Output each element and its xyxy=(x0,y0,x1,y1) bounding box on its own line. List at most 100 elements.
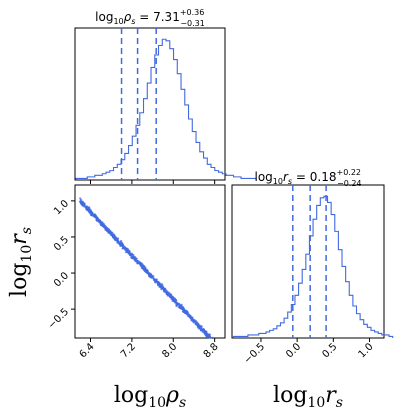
histogram-step-line xyxy=(75,38,257,180)
scatter-ticks: 6.4 7.2 8.0 8.8 −0.5 0.0 0.5 1.0 xyxy=(46,198,221,360)
histogram-log10-rho-s-panel: log10ρs = 7.31+0.36 −0.31 xyxy=(74,8,257,184)
x-tick-label: 1.0 xyxy=(357,341,376,360)
y-tick-label: 0.0 xyxy=(52,270,71,289)
scatter-point xyxy=(79,199,82,203)
scatter-point xyxy=(145,269,149,272)
scatter-point xyxy=(146,271,149,274)
x-tick-label: 8.8 xyxy=(202,341,221,360)
scatter-point xyxy=(140,263,143,267)
scatter-point xyxy=(143,269,146,272)
histogram-ticks: −0.5 0.0 0.5 1.0 xyxy=(242,338,376,366)
panel-frame xyxy=(74,184,226,339)
scatter-point xyxy=(124,251,128,254)
scatter-point xyxy=(185,312,189,316)
x-tick-label: 8.0 xyxy=(160,341,179,360)
scatter-point xyxy=(149,274,152,278)
scatter-point xyxy=(203,331,207,334)
scatter-point xyxy=(125,248,128,251)
y-tick-label: −0.5 xyxy=(46,306,71,331)
scatter-point xyxy=(123,246,126,250)
panel-title-rs: log10rs = 0.18+0.22 −0.24 xyxy=(254,168,361,188)
scatter-point xyxy=(166,292,170,295)
scatter-point xyxy=(103,225,106,228)
scatter-point xyxy=(196,325,199,328)
scatter-point xyxy=(155,280,159,283)
scatter-point xyxy=(161,285,164,288)
scatter-point xyxy=(81,200,84,203)
scatter-point xyxy=(192,318,195,321)
scatter-point xyxy=(89,209,92,212)
x-axis-label-rs: log10rs xyxy=(273,383,343,411)
scatter-point xyxy=(91,211,94,215)
histogram-marks xyxy=(75,28,257,184)
scatter-point xyxy=(158,281,161,284)
scatter-point xyxy=(83,203,86,207)
scatter-point xyxy=(110,233,113,236)
scatter-point xyxy=(189,316,192,319)
scatter-point xyxy=(203,329,206,332)
scatter-point xyxy=(200,328,203,332)
scatter-point xyxy=(116,240,119,243)
scatter-point xyxy=(105,228,109,231)
scatter-point xyxy=(208,333,212,336)
scatter-point xyxy=(126,250,130,253)
x-tick-label: 6.4 xyxy=(78,341,97,360)
scatter-point xyxy=(135,259,139,263)
scatter-point xyxy=(195,323,198,326)
scatter-point xyxy=(85,205,88,208)
scatter-point xyxy=(186,314,190,318)
scatter-point xyxy=(87,207,90,211)
x-tick-label: 7.2 xyxy=(119,341,138,360)
scatter-point xyxy=(211,336,214,339)
scatter-point xyxy=(201,328,205,331)
scatter-point xyxy=(112,235,115,238)
scatter-marks xyxy=(79,197,214,339)
scatter-point xyxy=(175,303,178,306)
histogram-log10-r-s-panel: −0.5 0.0 0.5 1.0 log10rs = 0.18+0.22 −0.24 l… xyxy=(231,168,394,411)
scatter-point xyxy=(90,213,93,216)
scatter-point xyxy=(153,279,156,282)
y-tick-label: 1.0 xyxy=(52,198,71,217)
scatter-point xyxy=(172,296,175,300)
scatter-panel: 6.4 7.2 8.0 8.8 −0.5 0.0 0.5 1.0 log10ρs log10r… xyxy=(7,184,226,411)
x-tick-label: −0.5 xyxy=(242,341,267,366)
scatter-point xyxy=(143,267,146,270)
scatter-point xyxy=(93,214,96,217)
scatter-point xyxy=(96,218,99,221)
scatter-point xyxy=(178,305,182,308)
scatter-point xyxy=(166,290,169,293)
scatter-point xyxy=(150,275,154,278)
scatter-point xyxy=(122,245,125,248)
scatter-point xyxy=(208,336,211,339)
scatter-point xyxy=(142,267,145,270)
panel-title-rho: log10ρs = 7.31+0.36 −0.31 xyxy=(95,8,205,28)
scatter-point xyxy=(206,334,210,338)
scatter-point xyxy=(118,242,121,245)
scatter-point xyxy=(164,287,167,290)
scatter-point xyxy=(88,210,91,213)
scatter-point xyxy=(185,309,188,312)
x-tick-label: 0.0 xyxy=(284,341,303,360)
x-tick-label: 0.5 xyxy=(320,341,339,360)
scatter-point xyxy=(176,302,179,305)
scatter-point xyxy=(163,289,166,292)
scatter-point xyxy=(182,310,185,313)
scatter-point xyxy=(168,295,171,298)
scatter-point xyxy=(99,222,102,225)
scatter-point xyxy=(137,261,140,264)
scatter-point xyxy=(132,256,135,259)
panel-frame xyxy=(231,184,385,339)
scatter-point xyxy=(116,238,119,241)
scatter-point xyxy=(129,253,132,256)
y-tick-label: 0.5 xyxy=(52,234,71,253)
panel-frame xyxy=(74,27,226,181)
scatter-point xyxy=(80,203,83,206)
histogram-step-line xyxy=(232,195,394,338)
histogram-marks xyxy=(232,185,394,338)
scatter-point xyxy=(85,208,88,211)
scatter-point xyxy=(195,320,198,323)
y-axis-label-rs: log10rs xyxy=(7,227,35,297)
scatter-point xyxy=(108,231,111,234)
scatter-point xyxy=(170,293,173,296)
